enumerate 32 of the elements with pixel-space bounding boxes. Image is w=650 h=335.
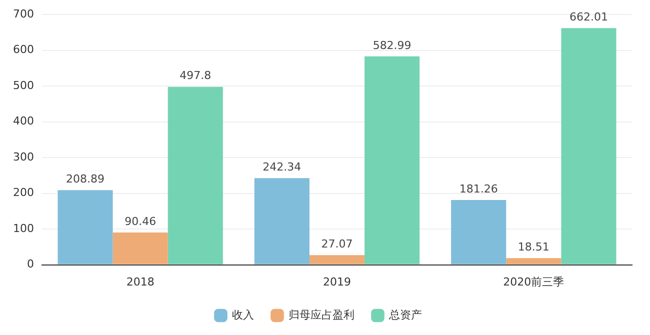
y-tick-label: 200 [12,186,34,200]
bar [168,86,223,264]
y-tick-label: 100 [12,222,34,235]
bar [112,232,168,264]
legend-label: 归母应占盈利 [288,308,354,322]
y-tick-label: 400 [12,114,34,128]
bar [451,200,506,264]
x-tick-label: 2020前三季 [503,275,564,288]
bar [506,258,562,264]
data-label: 90.46 [124,214,156,228]
bar [364,56,420,264]
y-tick-label: 0 [26,258,34,271]
x-tick-label: 2019 [323,275,351,288]
data-label: 181.26 [459,182,498,196]
x-tick-label: 2018 [126,275,154,288]
bar [58,190,113,264]
legend-label: 总资产 [388,308,422,322]
data-label: 662.01 [569,10,608,24]
data-label: 242.34 [262,160,302,174]
bar [561,28,616,264]
y-tick-label: 600 [12,43,34,56]
data-label: 497.8 [180,69,212,82]
y-tick-label: 500 [12,78,34,92]
y-tick-label: 300 [12,150,34,164]
data-label: 582.99 [372,38,412,52]
data-label: 208.89 [66,172,105,186]
data-label: 27.07 [321,237,353,250]
legend-label: 收入 [232,308,254,322]
bar [254,178,310,264]
y-tick-label: 700 [12,7,34,20]
bar [309,255,365,264]
data-label: 18.51 [518,240,550,254]
